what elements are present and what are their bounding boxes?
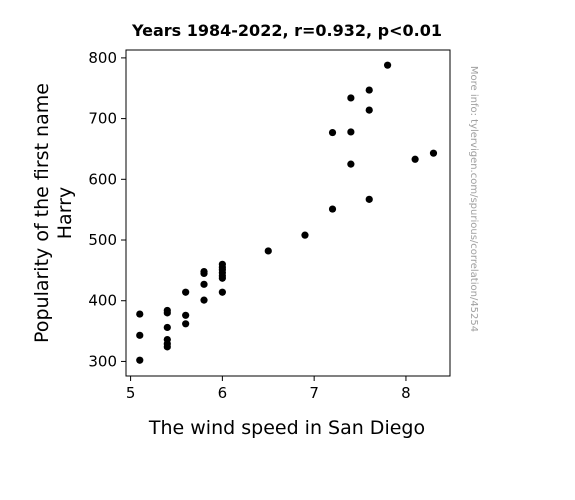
x-tick-label: 6: [218, 384, 228, 402]
data-point: [301, 231, 309, 239]
data-point: [429, 149, 438, 157]
data-point: [383, 61, 392, 69]
y-tick-label: 500: [88, 231, 117, 249]
data-point: [136, 356, 144, 364]
y-tick-label: 800: [88, 49, 117, 67]
data-point: [163, 323, 171, 332]
y-tick-label: 600: [88, 170, 117, 188]
data-points: [136, 61, 438, 364]
data-point: [182, 288, 190, 296]
data-point: [136, 310, 144, 318]
data-point: [136, 331, 144, 339]
data-point: [163, 335, 171, 344]
plot-area: 5 6 7 8 300 400 500 600 700 800: [88, 49, 451, 402]
watermark: More info: tylervigen.com/spurious/corre…: [468, 66, 479, 332]
data-point: [218, 260, 226, 268]
data-point: [182, 311, 190, 319]
y-tick-label: 700: [88, 110, 117, 128]
data-point: [347, 160, 355, 168]
data-point: [200, 280, 208, 288]
data-point: [347, 128, 355, 136]
chart-title: Years 1984-2022, r=0.932, p<0.01: [131, 21, 442, 40]
x-tick-label: 7: [309, 384, 319, 402]
y-axis-label-line-1: Popularity of the first name: [31, 83, 53, 343]
y-tick-label: 400: [88, 292, 117, 310]
watermark-text: More info: tylervigen.com/spurious/corre…: [468, 66, 479, 332]
x-axis-label: The wind speed in San Diego: [148, 417, 425, 439]
plot-frame: [125, 49, 451, 377]
y-axis-label-line-2: Harry: [54, 187, 76, 239]
y-axis: 300 400 500 600 700 800: [88, 49, 126, 370]
data-point: [200, 267, 208, 276]
data-point: [328, 205, 337, 213]
y-axis-label: Popularity of the first name Harry: [31, 83, 76, 343]
data-point: [328, 128, 337, 137]
data-point: [365, 106, 373, 114]
data-point: [264, 247, 272, 255]
data-point: [411, 155, 419, 163]
x-axis: 5 6 7 8: [126, 376, 411, 402]
y-tick-label: 300: [88, 352, 117, 370]
data-point: [365, 86, 373, 94]
data-point: [163, 306, 171, 315]
data-point: [365, 195, 373, 203]
x-tick-label: 5: [126, 384, 136, 402]
data-point: [200, 296, 208, 304]
data-point: [182, 320, 190, 328]
data-point: [347, 94, 355, 102]
data-point: [218, 288, 226, 296]
x-tick-label: 8: [401, 384, 411, 402]
